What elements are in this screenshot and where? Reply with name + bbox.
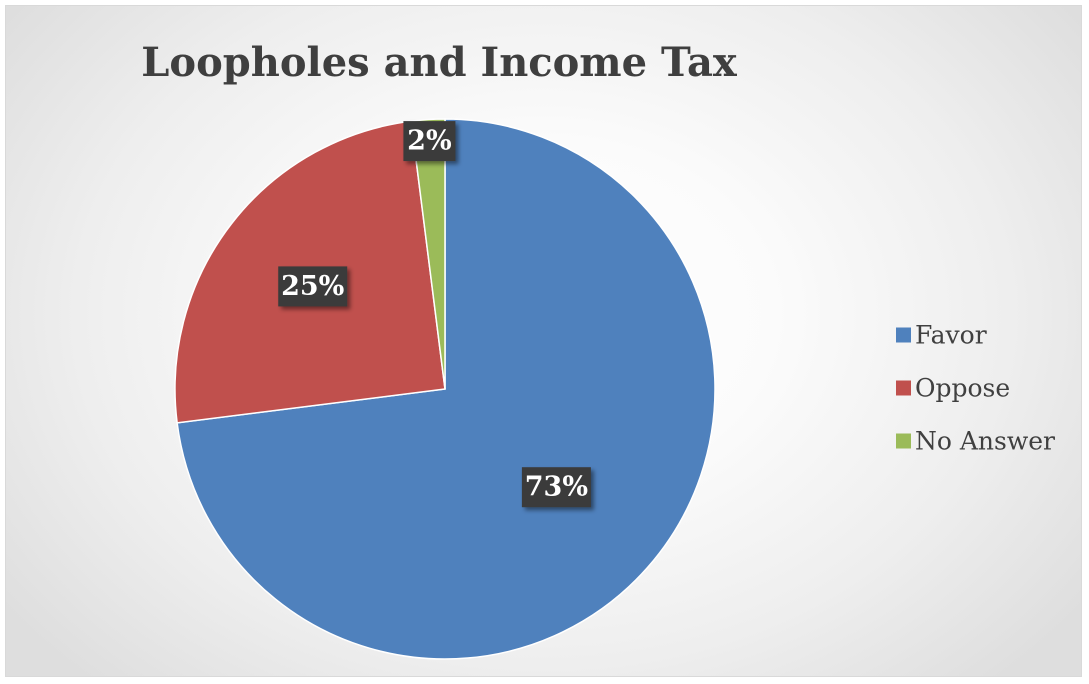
data-label-box-favor: [521, 467, 591, 508]
data-label-favor: 73%: [521, 467, 591, 508]
legend-label-favor: Favor: [915, 321, 987, 350]
legend-item-favor: Favor: [896, 321, 987, 350]
pie-slices: [174, 118, 716, 660]
data-label-box-no-answer: [403, 121, 456, 162]
chart-title: Loopholes and Income Tax: [141, 39, 738, 86]
data-label-text-favor: 73%: [525, 472, 588, 503]
legend: Favor Oppose No Answer: [896, 321, 1055, 456]
legend-swatch-oppose: [896, 380, 911, 396]
pie-slice-favor: [176, 118, 716, 660]
legend-item-oppose: Oppose: [896, 374, 1010, 403]
legend-label-oppose: Oppose: [915, 374, 1010, 403]
data-label-text-oppose: 25%: [281, 271, 344, 302]
data-label-oppose: 25%: [278, 266, 348, 307]
legend-label-no-answer: No Answer: [915, 427, 1055, 456]
chart-area: Loopholes and Income Tax 73% 25% 2% Favor O…: [5, 5, 1082, 677]
data-label-box-oppose: [278, 266, 348, 307]
data-label-text-no-answer: 2%: [407, 126, 451, 157]
data-label-no-answer: 2%: [403, 121, 456, 162]
data-labels: 73% 25% 2%: [278, 121, 591, 508]
legend-swatch-no-answer: [896, 433, 911, 449]
pie-chart: Loopholes and Income Tax 73% 25% 2% Favor O…: [141, 39, 1055, 660]
legend-item-no-answer: No Answer: [896, 427, 1055, 456]
legend-swatch-favor: [896, 327, 911, 343]
